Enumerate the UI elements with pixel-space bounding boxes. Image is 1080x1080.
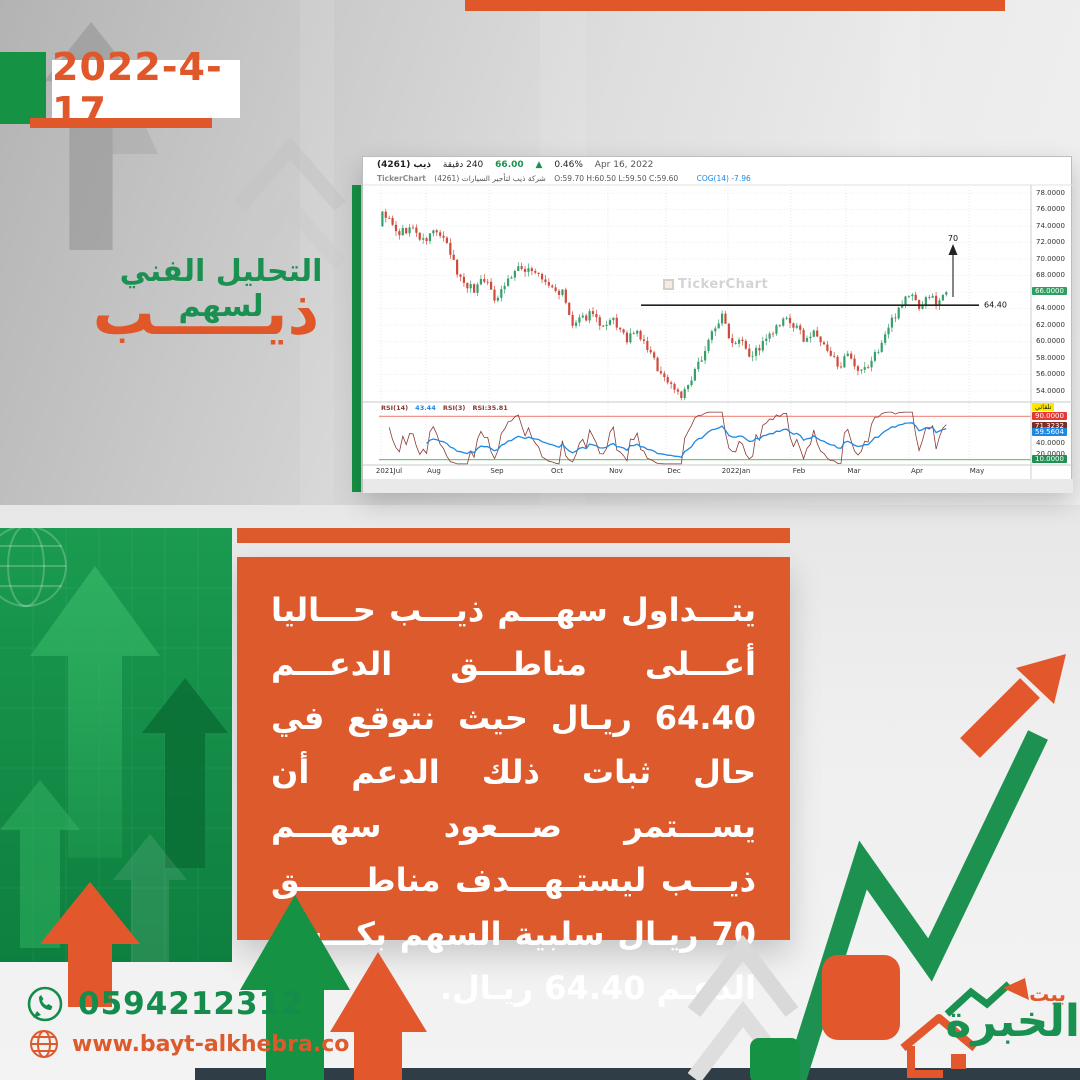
chart-header: ذيب (4261) 240 دقيقة 66.00 ▲ 0.46% Apr 1…: [377, 160, 662, 170]
whatsapp-contact[interactable]: 0594212312: [26, 985, 304, 1023]
top-orange-bar: [465, 0, 1005, 11]
post-date: 2022-4-17: [52, 45, 223, 133]
whatsapp-icon: [27, 986, 63, 1022]
panel-up-arrow-dark: [142, 678, 228, 868]
tickerchart-logo-icon: [663, 279, 674, 290]
analysis-paragraph: يتـــداول سهـــم ذيـــب حـــاليا أعـــلى…: [271, 591, 756, 1007]
green-square-decoration: [750, 1038, 800, 1080]
price-up-arrow-icon: ▲: [535, 160, 543, 170]
candlestick-chart: 64.40 70: [363, 184, 1073, 493]
rsi-indicator-label: RSI(14) 43.44 RSI(3) RSI:35.81: [379, 404, 515, 412]
orange-up-arrow-left: [40, 882, 140, 1007]
green-accent-bar: [352, 185, 361, 492]
chart-timeframe: 240 دقيقة: [442, 160, 484, 170]
chart-info-line: TickerChart شركة ذيب لتأجير السيارات (42…: [377, 174, 757, 183]
tickerchart-brand: TickerChart: [377, 174, 426, 183]
bayt-alkhebra-logo: بيت الخبرة: [893, 978, 1080, 1078]
website-contact[interactable]: www.bayt-alkhebra.co: [28, 1028, 349, 1060]
gray-chevrons-decoration: [234, 136, 346, 269]
date-underline: [30, 118, 212, 128]
orange-chevron-arrow: [960, 654, 1066, 758]
logo-word-main: الخبرة: [945, 996, 1080, 1047]
svg-text:70: 70: [948, 234, 958, 243]
globe-icon: [0, 528, 67, 607]
cog-indicator: COG(14) -7.96: [696, 174, 751, 183]
post-subtitle: التحليل الفني لسهم: [119, 254, 323, 324]
analysis-text-box: يتـــداول سهـــم ذيـــب حـــاليا أعـــلى…: [237, 557, 790, 1007]
green-arrows-panel: [0, 528, 232, 962]
tickerchart-watermark: TickerChart: [663, 277, 768, 292]
chart-screenshot: 64.40 70 ذيب (4261) 240 دقيقة 66.00 ▲ 0.4…: [362, 156, 1073, 493]
panel-up-arrow-small: [0, 780, 80, 948]
logo-word-top: بيت: [1029, 982, 1066, 1006]
svg-text:64.40: 64.40: [984, 301, 1007, 310]
date-green-square: [0, 52, 46, 124]
website-url[interactable]: www.bayt-alkhebra.co: [72, 1031, 350, 1057]
phone-number[interactable]: 0594212312: [78, 986, 304, 1022]
date-badge: 2022-4-17: [52, 45, 240, 133]
logo-growth-arrow-icon: [944, 978, 1029, 1017]
stripe-decoration: [300, 0, 334, 505]
logo-house-icon: [900, 1014, 978, 1078]
green-up-arrow-bottom: [240, 895, 350, 1080]
chart-last-price: 66.00: [495, 160, 524, 170]
globe-icon: [30, 1030, 58, 1058]
panel-up-arrow-large: [30, 566, 160, 858]
orange-pill-decoration: [822, 955, 900, 1040]
orange-divider-strip: [237, 528, 790, 543]
series-label: شركة ذيب لتأجير السيارات (4261): [434, 174, 546, 183]
stock-name-title: ذيـــــب: [92, 276, 320, 349]
chart-date: Apr 16, 2022: [594, 160, 654, 170]
panel-up-arrow-faint: [113, 834, 187, 962]
bottom-dark-bar: [195, 1068, 1080, 1080]
orange-up-arrow-bottom: [330, 952, 427, 1080]
chart-ticker: ذيب (4261): [377, 160, 431, 170]
chart-change-pct: 0.46%: [554, 160, 583, 170]
ohlc-values: O:59.70 H:60.50 L:59.50 C:59.60: [554, 174, 679, 183]
